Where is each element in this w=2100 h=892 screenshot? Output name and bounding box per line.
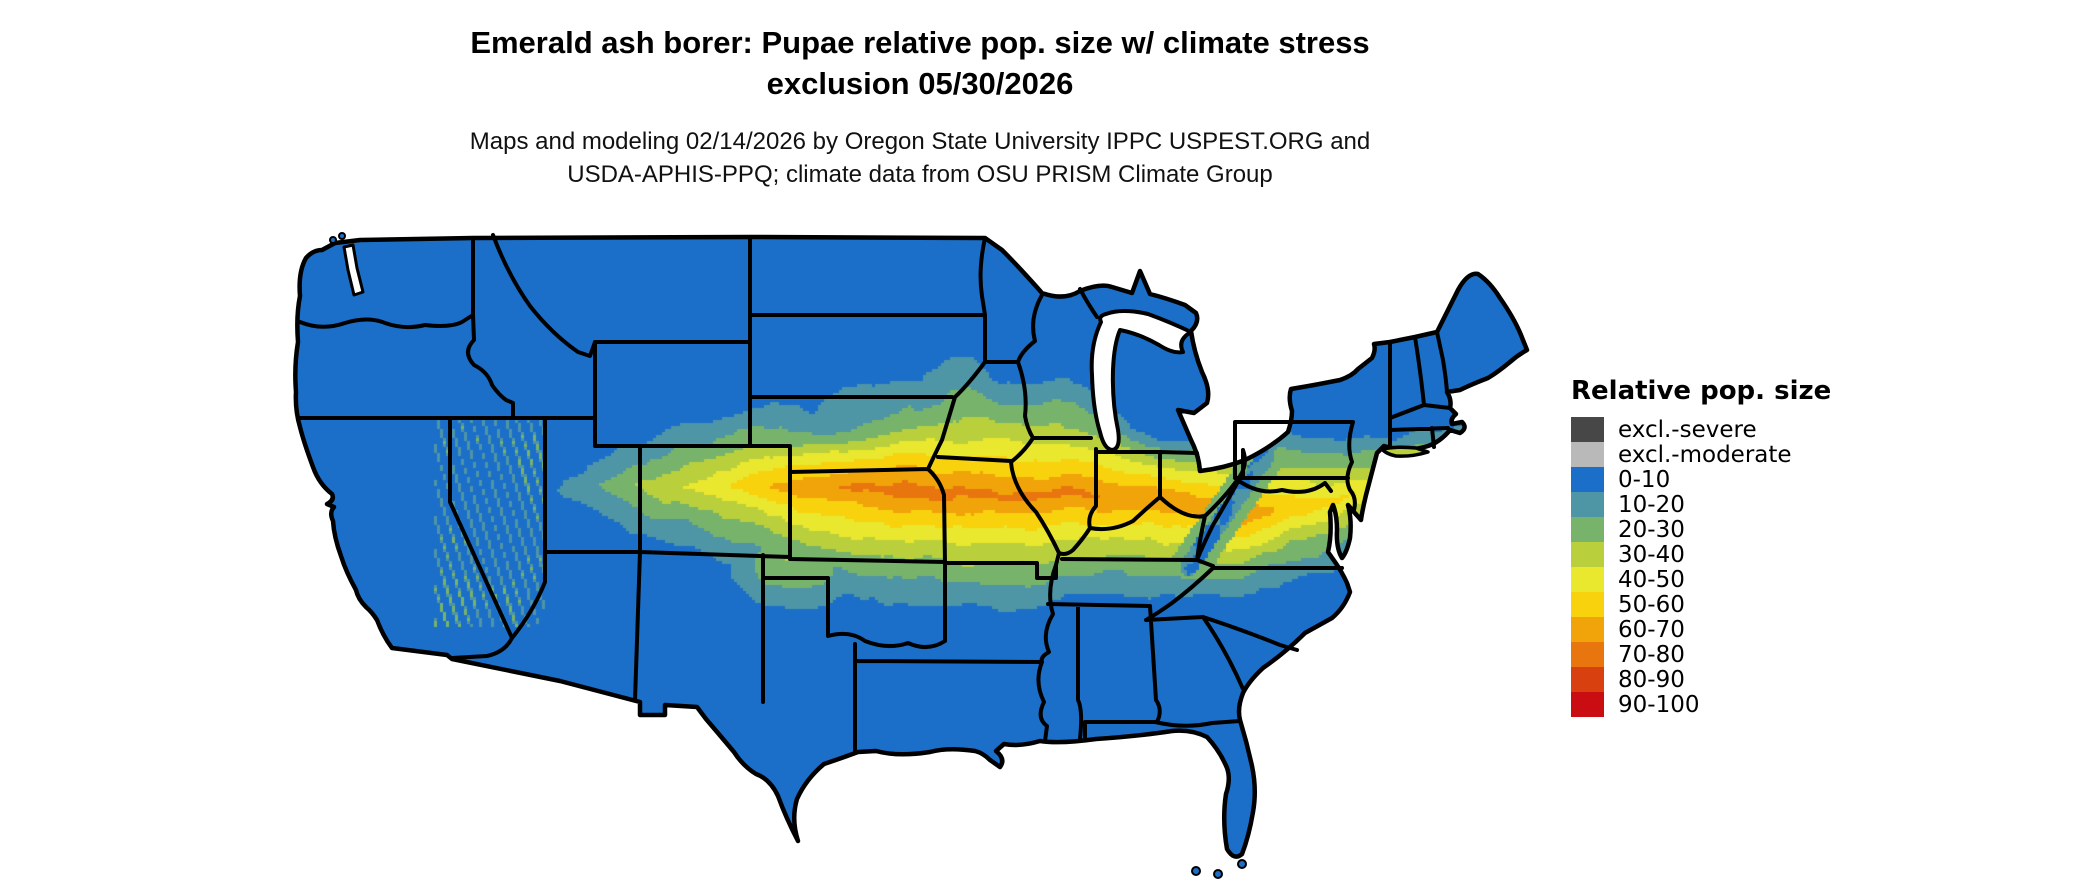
legend-swatch <box>1571 467 1604 492</box>
legend-label: excl.-moderate <box>1618 441 1792 468</box>
legend-item: 90-100 <box>1571 691 1831 718</box>
legend-swatch <box>1571 617 1604 642</box>
legend-item: 60-70 <box>1571 616 1831 643</box>
legend-label: 90-100 <box>1618 691 1700 718</box>
legend-label: 60-70 <box>1618 616 1685 643</box>
legend-item: 0-10 <box>1571 466 1831 493</box>
legend-item: 20-30 <box>1571 516 1831 543</box>
legend-swatch <box>1571 492 1604 517</box>
legend-swatch <box>1571 442 1604 467</box>
legend-label: 80-90 <box>1618 666 1685 693</box>
legend-item: 10-20 <box>1571 491 1831 518</box>
legend-item: 70-80 <box>1571 641 1831 668</box>
legend-label: 10-20 <box>1618 491 1685 518</box>
legend-swatch <box>1571 567 1604 592</box>
legend-label: 0-10 <box>1618 466 1671 493</box>
legend-rows: excl.-severe excl.-moderate 0-10 10-20 20-30… <box>1571 416 1831 718</box>
legend-swatch <box>1571 642 1604 667</box>
legend-item: 80-90 <box>1571 666 1831 693</box>
legend-label: 40-50 <box>1618 566 1685 593</box>
legend-title: Relative pop. size <box>1571 376 1832 406</box>
legend-label: excl.-severe <box>1618 416 1757 443</box>
legend-swatch <box>1571 542 1604 567</box>
legend-label: 70-80 <box>1618 641 1685 668</box>
legend-swatch <box>1571 417 1604 442</box>
legend-item: 30-40 <box>1571 541 1831 568</box>
legend-swatch <box>1571 667 1604 692</box>
legend-swatch <box>1571 592 1604 617</box>
legend: Relative pop. size excl.-severe excl.-mod… <box>1571 376 1832 718</box>
legend-swatch <box>1571 692 1604 717</box>
legend-item: 50-60 <box>1571 591 1831 618</box>
legend-item: excl.-moderate <box>1571 441 1831 468</box>
legend-item: excl.-severe <box>1571 416 1831 443</box>
legend-swatch <box>1571 517 1604 542</box>
legend-item: 40-50 <box>1571 566 1831 593</box>
legend-label: 20-30 <box>1618 516 1685 543</box>
legend-label: 50-60 <box>1618 591 1685 618</box>
legend-label: 30-40 <box>1618 541 1685 568</box>
